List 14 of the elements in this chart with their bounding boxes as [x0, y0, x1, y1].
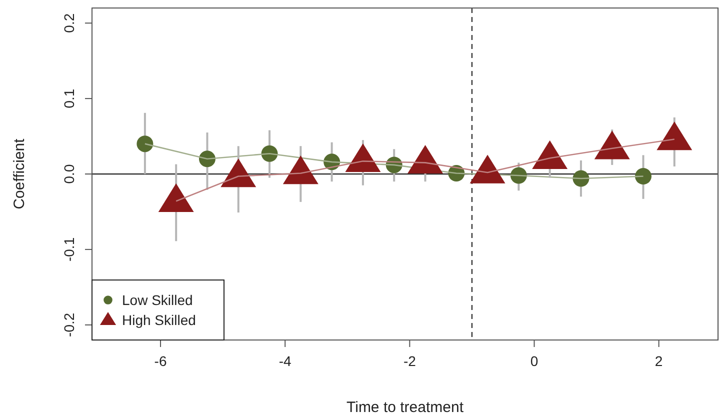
legend-label: High Skilled — [122, 312, 196, 328]
y-tick-label: 0.1 — [61, 88, 77, 108]
y-axis-title: Coefficient — [11, 138, 28, 210]
x-tick-label: 2 — [654, 353, 663, 369]
y-tick-label: -0.2 — [61, 312, 77, 337]
y-tick-label: -0.1 — [61, 237, 77, 262]
x-axis-title: Time to treatment — [346, 399, 464, 416]
x-tick-label: -2 — [403, 353, 416, 369]
y-tick-label: 0.0 — [61, 164, 77, 184]
x-tick-label: -6 — [154, 353, 167, 369]
legend-label: Low Skilled — [122, 292, 193, 308]
x-tick-label: 0 — [530, 353, 538, 369]
x-tick-label: -4 — [278, 353, 292, 369]
y-tick-label: 0.2 — [61, 13, 77, 33]
